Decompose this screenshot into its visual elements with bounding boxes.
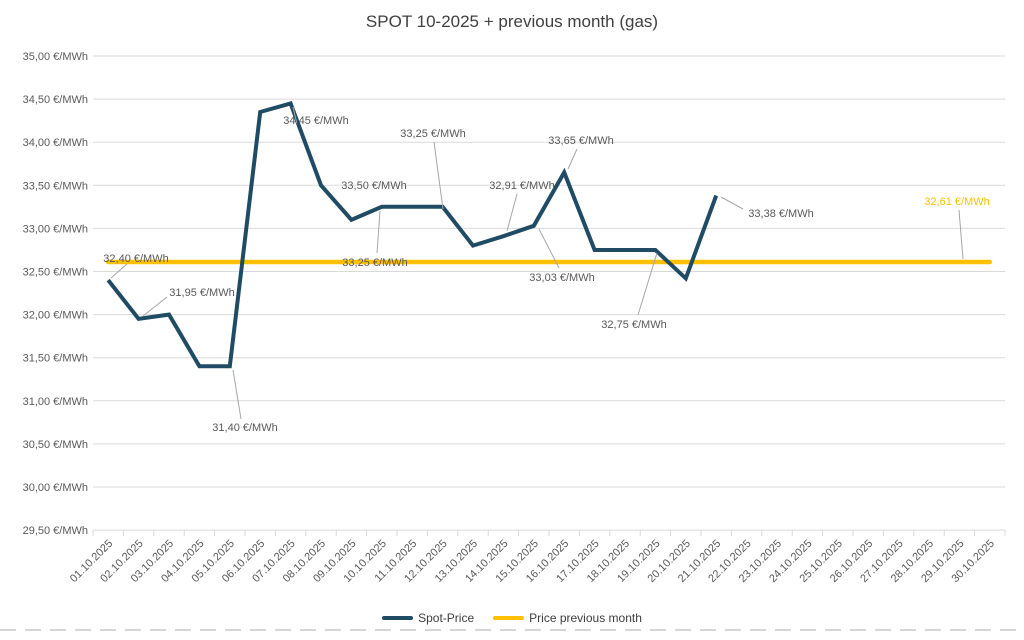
spot-price-data-label: 32,75 €/MWh [601, 319, 666, 331]
data-label-leader-line [232, 369, 242, 420]
chart-title: SPOT 10-2025 + previous month (gas) [365, 12, 659, 31]
spot-price-data-label: 33,65 €/MWh [548, 135, 613, 147]
spot-price-data-label: 33,25 €/MWh [400, 128, 465, 140]
data-label-leader-line [567, 148, 578, 170]
data-label-leader-line [142, 296, 168, 317]
y-axis-tick-label: 31,50 €/MWh [23, 353, 88, 365]
data-label-leader-line [376, 210, 381, 254]
spot-price-data-label: 33,50 €/MWh [341, 180, 406, 192]
spot-price-line-swatch [382, 616, 414, 620]
data-label-leader-line [433, 141, 444, 210]
y-axis-tick-label: 30,50 €/MWh [23, 439, 88, 451]
legend-label-price-previous-month: Price previous month [529, 611, 642, 625]
legend-item-price-previous-month: Price previous month [493, 611, 642, 625]
data-label-leader-line [506, 193, 518, 232]
y-axis-tick-label: 33,50 €/MWh [23, 180, 88, 192]
data-label-leader-line [958, 209, 964, 260]
spot-price-data-label: 34,45 €/MWh [283, 115, 348, 127]
data-label-leader-line [538, 228, 560, 269]
data-label-leader-line [292, 106, 298, 125]
legend-item-spot-price: Spot-Price [382, 611, 474, 625]
spot-price-data-label: 32,91 €/MWh [489, 180, 554, 192]
y-axis-tick-label: 34,50 €/MWh [23, 94, 88, 106]
spot-price-data-label: 33,38 €/MWh [748, 208, 813, 220]
previous-month-price-label: 32,61 €/MWh [924, 196, 989, 208]
data-label-leader-line [720, 196, 744, 210]
spot-price-data-label: 32,40 €/MWh [103, 253, 168, 265]
spot-price-data-label: 33,03 €/MWh [529, 272, 594, 284]
y-axis-tick-label: 34,00 €/MWh [23, 137, 88, 149]
chart-legend: Spot-Price Price previous month [0, 611, 1024, 625]
y-axis-tick-label: 32,50 €/MWh [23, 267, 88, 279]
y-axis-tick-label: 31,00 €/MWh [23, 396, 88, 408]
spot-price-data-label: 31,95 €/MWh [169, 287, 234, 299]
y-axis-tick-label: 35,00 €/MWh [23, 51, 88, 63]
spot-price-data-label: 31,40 €/MWh [212, 422, 277, 434]
data-label-leader-line [637, 252, 658, 316]
y-axis-tick-label: 29,50 €/MWh [23, 525, 88, 537]
y-axis-tick-label: 32,00 €/MWh [23, 310, 88, 322]
legend-label-spot-price: Spot-Price [418, 611, 475, 625]
data-label-leader-line [110, 263, 128, 279]
spot-price-line [106, 100, 719, 369]
y-axis-tick-label: 30,00 €/MWh [23, 482, 88, 494]
y-axis-tick-label: 33,00 €/MWh [23, 223, 88, 235]
previous-month-line-swatch [493, 616, 525, 620]
spot-price-data-label: 33,25 €/MWh [342, 257, 407, 269]
